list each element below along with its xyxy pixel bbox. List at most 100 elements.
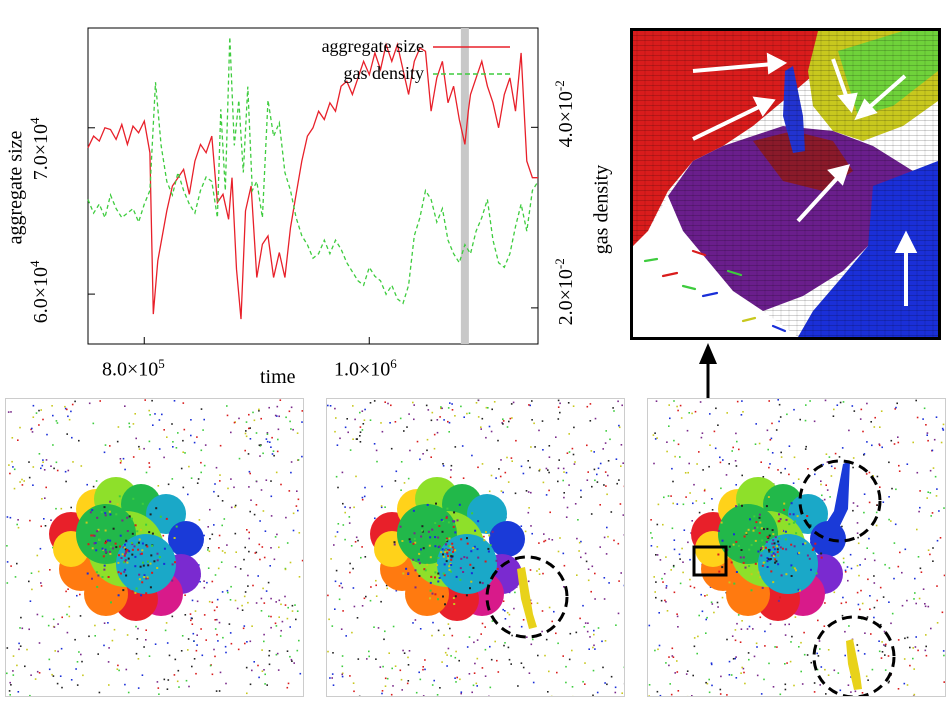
gas-particle	[842, 561, 845, 564]
aggregate-speckle	[86, 572, 89, 575]
gas-particle	[461, 445, 464, 447]
gas-particle	[609, 438, 611, 441]
gas-particle	[209, 538, 211, 540]
gas-particle	[895, 406, 897, 409]
gas-particle	[689, 585, 692, 588]
gas-particle	[569, 632, 572, 635]
aggregate-speckle	[93, 534, 96, 537]
gas-particle	[361, 498, 364, 501]
gas-particle	[12, 466, 14, 468]
gas-particle	[695, 500, 698, 502]
gas-particle	[807, 468, 809, 470]
gas-particle	[827, 649, 830, 651]
gas-particle	[268, 615, 270, 618]
gas-particle	[779, 416, 782, 418]
gas-particle	[67, 415, 69, 418]
gas-particle	[36, 670, 39, 673]
gas-particle	[379, 666, 382, 668]
aggregate-speckle	[417, 558, 420, 561]
gas-particle	[915, 399, 917, 402]
gas-particle	[615, 624, 617, 626]
aggregate-speckle	[139, 528, 142, 531]
gas-particle	[566, 452, 569, 454]
gas-particle	[290, 658, 293, 661]
gas-particle	[488, 490, 491, 493]
gas-particle	[137, 627, 139, 630]
aggregate-speckle	[447, 544, 450, 547]
gas-particle	[502, 418, 504, 420]
gas-particle	[269, 441, 271, 443]
aggregate-speckle	[423, 568, 426, 571]
aggregate-speckle	[732, 543, 735, 546]
aggregate-speckle	[761, 539, 764, 542]
gas-particle	[912, 695, 915, 696]
aggregate-speckle	[117, 561, 120, 564]
gas-particle	[184, 594, 186, 596]
gas-particle	[672, 564, 675, 567]
gas-particle	[407, 656, 409, 659]
gas-particle	[332, 684, 335, 686]
aggregate-speckle	[436, 564, 439, 567]
gas-particle	[168, 654, 171, 657]
gas-particle	[672, 502, 674, 505]
gas-particle	[341, 471, 344, 474]
gas-particle	[778, 420, 780, 423]
aggregate-speckle	[405, 567, 408, 570]
gas-particle	[66, 613, 68, 616]
gas-particle	[867, 679, 869, 681]
gas-particle	[504, 642, 506, 644]
aggregate-speckle	[753, 515, 756, 518]
aggregate-speckle	[762, 561, 765, 564]
aggregate-speckle	[773, 542, 776, 545]
aggregate-speckle	[114, 542, 117, 545]
aggregate-speckle	[165, 517, 168, 520]
gas-particle	[475, 682, 478, 685]
gas-particle	[233, 486, 235, 489]
gas-particle	[127, 691, 130, 694]
aggregate-speckle	[767, 558, 770, 561]
gas-particle	[427, 409, 430, 411]
aggregate-speckle	[98, 538, 101, 541]
gas-particle	[563, 586, 565, 588]
gas-particle	[557, 642, 559, 645]
gas-particle	[736, 622, 738, 625]
gas-particle	[897, 639, 900, 641]
gas-particle	[557, 406, 560, 408]
gas-particle	[47, 624, 50, 627]
gas-particle	[327, 594, 329, 597]
gas-particle	[846, 566, 849, 568]
gas-particle	[868, 501, 871, 504]
gas-particle	[222, 636, 224, 639]
gas-particle	[354, 418, 356, 421]
aggregate-speckle	[89, 511, 92, 514]
gas-particle	[735, 432, 737, 435]
aggregate-speckle	[142, 561, 144, 564]
gas-particle	[493, 401, 496, 403]
aggregate-speckle	[426, 503, 429, 506]
gas-particle	[842, 557, 845, 560]
gas-particle	[706, 594, 708, 596]
gas-particle	[381, 430, 384, 433]
aggregate-speckle	[143, 576, 146, 578]
gas-particle	[144, 399, 146, 401]
gas-particle	[791, 635, 793, 638]
aggregate-speckle	[105, 540, 108, 543]
aggregate-speckle	[148, 531, 151, 534]
gas-particle	[673, 591, 676, 594]
gas-particle	[272, 450, 275, 452]
gas-particle	[684, 472, 687, 474]
gas-particle	[545, 494, 548, 496]
gas-particle	[666, 450, 668, 453]
gas-particle	[474, 662, 476, 665]
gas-particle	[919, 567, 922, 570]
gas-particle	[353, 605, 356, 608]
gas-particle	[278, 546, 280, 549]
gas-particle	[19, 481, 21, 483]
gas-particle	[190, 619, 192, 622]
gas-particle	[566, 506, 569, 509]
gas-particle	[450, 464, 453, 467]
aggregate-speckle	[126, 551, 129, 553]
gas-particle	[780, 456, 783, 458]
gas-particle	[284, 604, 287, 606]
gas-particle	[893, 577, 895, 580]
